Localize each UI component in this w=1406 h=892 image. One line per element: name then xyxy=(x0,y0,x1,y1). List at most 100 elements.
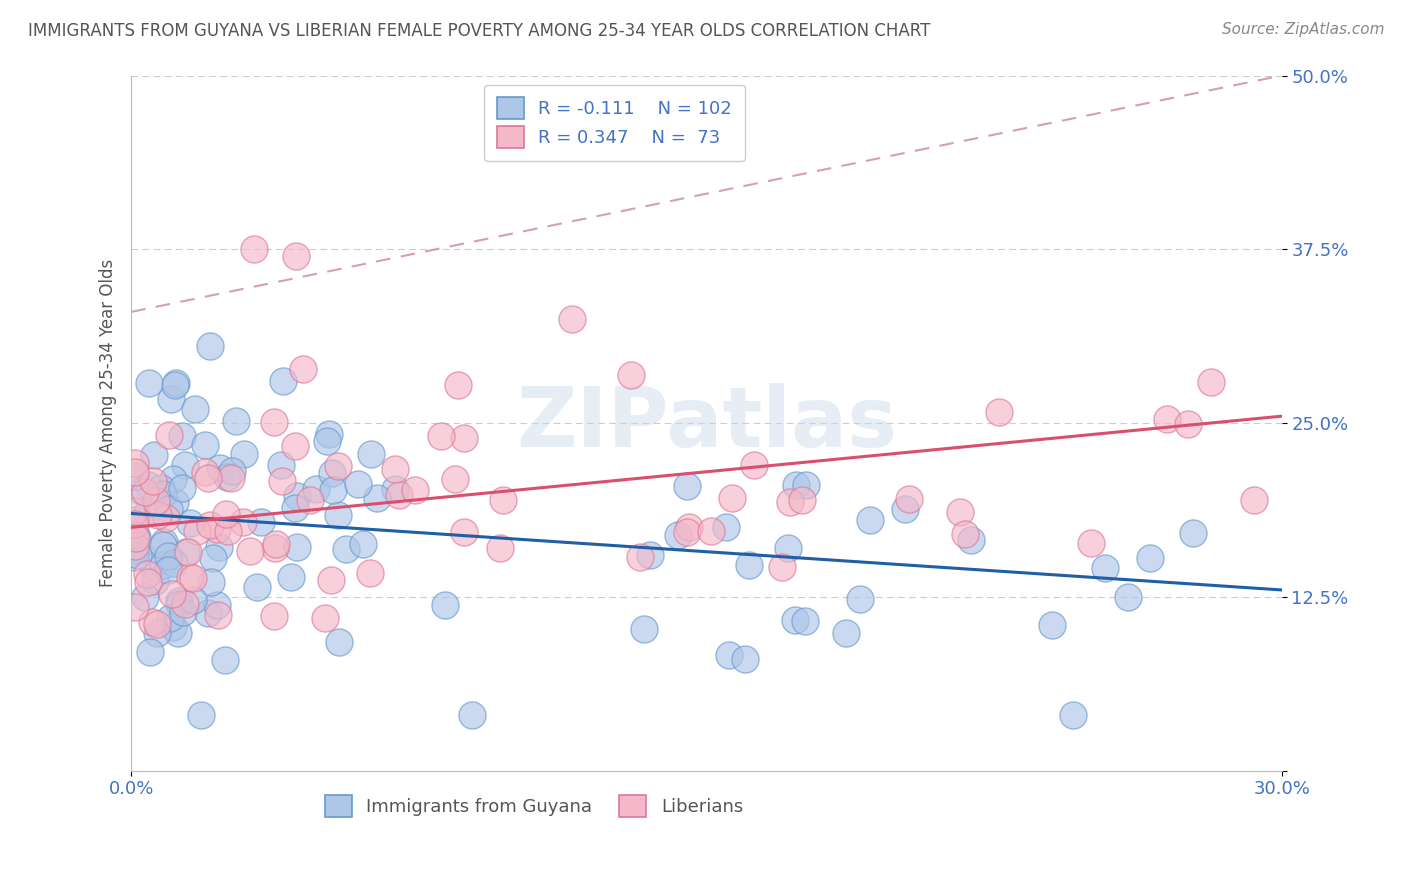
Point xyxy=(298,492,321,507)
Point xyxy=(849,591,872,606)
Point xyxy=(453,431,475,445)
Point xyxy=(271,375,294,389)
Point xyxy=(134,590,156,604)
Point xyxy=(157,502,180,516)
Point xyxy=(141,615,163,629)
Point xyxy=(366,491,388,506)
Point xyxy=(1094,561,1116,575)
Point xyxy=(138,376,160,391)
Point xyxy=(205,598,228,612)
Point xyxy=(443,472,465,486)
Point xyxy=(155,511,177,525)
Point xyxy=(321,467,343,481)
Point xyxy=(124,539,146,553)
Point xyxy=(714,520,737,534)
Point xyxy=(125,530,148,544)
Point xyxy=(894,502,917,516)
Point xyxy=(835,626,858,640)
Point xyxy=(186,524,208,538)
Point xyxy=(173,458,195,473)
Point xyxy=(124,550,146,565)
Point xyxy=(284,439,307,453)
Point xyxy=(346,477,368,491)
Point xyxy=(264,537,287,551)
Point xyxy=(271,474,294,488)
Point xyxy=(125,531,148,545)
Point xyxy=(207,608,229,623)
Point xyxy=(157,549,180,563)
Point xyxy=(678,520,700,534)
Point xyxy=(246,580,269,594)
Point xyxy=(328,458,350,473)
Point xyxy=(638,548,661,562)
Point xyxy=(796,478,818,492)
Point xyxy=(136,574,159,589)
Point xyxy=(384,462,406,476)
Point xyxy=(208,461,231,475)
Point xyxy=(561,311,583,326)
Point xyxy=(146,617,169,632)
Point xyxy=(194,437,217,451)
Point xyxy=(124,528,146,542)
Point xyxy=(676,478,699,492)
Point xyxy=(316,434,339,449)
Point xyxy=(250,515,273,529)
Point xyxy=(633,623,655,637)
Point xyxy=(150,481,173,495)
Point xyxy=(174,545,197,559)
Point xyxy=(172,429,194,443)
Point xyxy=(328,634,350,648)
Point xyxy=(1118,590,1140,604)
Point xyxy=(134,485,156,500)
Point xyxy=(183,401,205,416)
Point xyxy=(785,477,807,491)
Point xyxy=(270,458,292,473)
Point xyxy=(285,540,308,554)
Point xyxy=(1199,375,1222,389)
Point xyxy=(162,619,184,633)
Legend: Immigrants from Guyana, Liberians: Immigrants from Guyana, Liberians xyxy=(318,788,751,824)
Point xyxy=(165,378,187,392)
Point xyxy=(430,429,453,443)
Point xyxy=(718,648,741,662)
Point xyxy=(319,573,342,587)
Point xyxy=(285,249,308,263)
Point xyxy=(359,566,381,581)
Point xyxy=(159,611,181,625)
Point xyxy=(124,600,146,615)
Point xyxy=(127,548,149,562)
Point xyxy=(124,504,146,518)
Point xyxy=(770,559,793,574)
Point xyxy=(988,405,1011,419)
Point xyxy=(960,533,983,547)
Point xyxy=(742,458,765,472)
Point xyxy=(205,522,228,536)
Point xyxy=(263,609,285,624)
Point xyxy=(305,482,328,496)
Y-axis label: Female Poverty Among 25-34 Year Olds: Female Poverty Among 25-34 Year Olds xyxy=(100,259,117,587)
Point xyxy=(953,527,976,541)
Point xyxy=(215,469,238,483)
Point xyxy=(1182,526,1205,541)
Point xyxy=(163,495,186,509)
Point xyxy=(174,597,197,611)
Point xyxy=(172,481,194,495)
Point xyxy=(318,427,340,442)
Point xyxy=(219,471,242,485)
Point xyxy=(146,508,169,523)
Point xyxy=(322,483,344,498)
Point xyxy=(221,465,243,479)
Point xyxy=(152,487,174,501)
Point xyxy=(190,708,212,723)
Point xyxy=(352,537,374,551)
Point xyxy=(124,468,146,483)
Point xyxy=(136,477,159,491)
Point xyxy=(453,525,475,540)
Point xyxy=(447,378,470,392)
Point xyxy=(314,611,336,625)
Point xyxy=(143,574,166,589)
Point xyxy=(152,538,174,552)
Point xyxy=(124,516,146,531)
Point xyxy=(360,447,382,461)
Point xyxy=(145,493,167,508)
